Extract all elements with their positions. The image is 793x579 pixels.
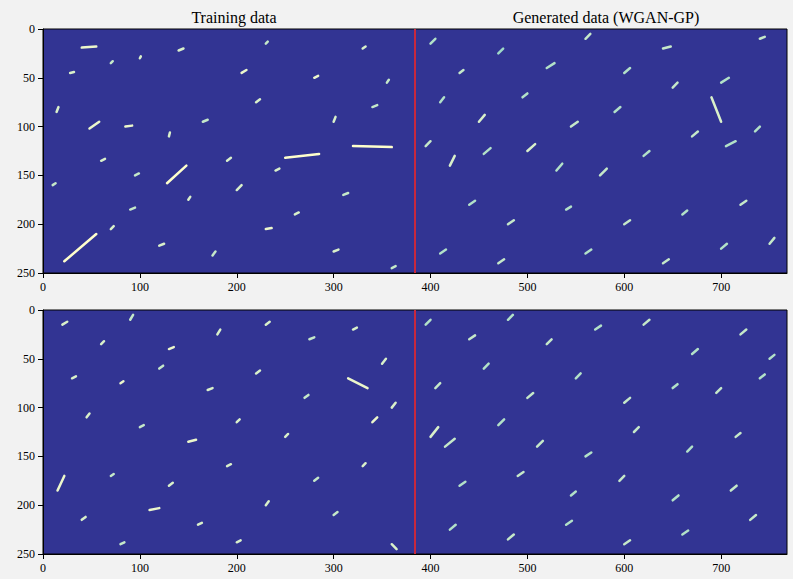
svg-text:400: 400 [422,280,440,294]
svg-text:0: 0 [40,561,46,575]
svg-text:100: 100 [17,120,35,134]
svg-text:500: 500 [518,561,536,575]
svg-text:200: 200 [228,561,246,575]
svg-text:Generated data (WGAN-GP): Generated data (WGAN-GP) [513,9,700,27]
svg-text:500: 500 [518,280,536,294]
svg-text:200: 200 [17,217,35,231]
svg-text:150: 150 [17,449,35,463]
svg-text:200: 200 [17,498,35,512]
svg-text:100: 100 [17,401,35,415]
svg-text:50: 50 [23,71,35,85]
svg-text:0: 0 [29,22,35,36]
svg-text:Training data: Training data [191,9,276,27]
svg-text:100: 100 [131,280,149,294]
svg-text:250: 250 [17,547,35,561]
svg-text:150: 150 [17,168,35,182]
svg-text:250: 250 [17,266,35,280]
svg-text:0: 0 [29,303,35,317]
svg-text:600: 600 [615,561,633,575]
svg-text:400: 400 [422,561,440,575]
svg-text:100: 100 [131,561,149,575]
svg-text:50: 50 [23,352,35,366]
svg-text:300: 300 [325,561,343,575]
svg-text:300: 300 [325,280,343,294]
svg-text:700: 700 [712,280,730,294]
svg-text:200: 200 [228,280,246,294]
svg-text:700: 700 [712,561,730,575]
svg-text:0: 0 [40,280,46,294]
svg-text:600: 600 [615,280,633,294]
